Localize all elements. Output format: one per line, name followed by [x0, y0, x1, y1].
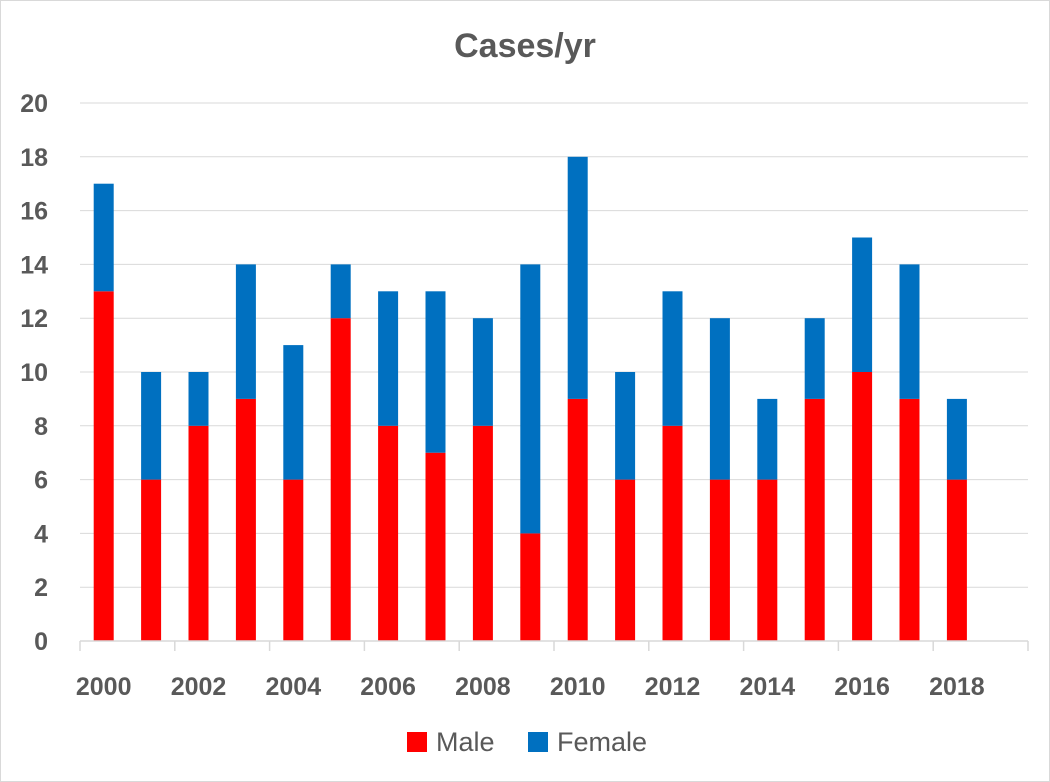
bar-male-2002 — [188, 425, 209, 641]
gridlines — [80, 102, 1028, 588]
y-tick-label: 14 — [20, 251, 48, 279]
bar-female-2005 — [330, 264, 351, 319]
bar-male-2010 — [567, 398, 588, 641]
bar-female-2015 — [804, 318, 825, 399]
bar-female-2018 — [946, 398, 967, 480]
y-tick-label: 16 — [20, 198, 48, 226]
legend-swatch-male — [407, 732, 427, 752]
x-tick-label: 2006 — [360, 673, 416, 701]
bar-female-2004 — [283, 345, 304, 480]
bar-female-2001 — [141, 372, 162, 480]
y-tick-label: 6 — [34, 467, 48, 495]
bar-male-2016 — [852, 372, 873, 641]
bar-male-2006 — [378, 425, 399, 641]
y-tick-label: 0 — [34, 628, 48, 656]
bar-female-2012 — [662, 291, 683, 426]
bar-female-2017 — [899, 264, 920, 399]
bar-female-2000 — [93, 183, 114, 292]
bar-male-2000 — [93, 291, 114, 641]
bar-male-2009 — [520, 533, 541, 641]
y-tick-label: 4 — [34, 520, 48, 548]
bar-male-2003 — [235, 398, 256, 641]
bar-male-2004 — [283, 479, 304, 641]
x-tick-label: 2010 — [550, 673, 606, 701]
bar-female-2013 — [709, 318, 730, 480]
legend-swatch-female — [528, 732, 548, 752]
legend-label-male: Male — [436, 727, 495, 757]
y-tick-label: 20 — [20, 90, 48, 118]
bar-male-2014 — [757, 479, 778, 641]
bar-male-2001 — [141, 479, 162, 641]
bar-male-2012 — [662, 425, 683, 641]
bar-female-2008 — [472, 318, 493, 426]
bar-male-2013 — [709, 479, 730, 641]
x-tick-label: 2008 — [455, 673, 511, 701]
x-tick-label: 2014 — [739, 673, 795, 701]
y-tick-label: 10 — [20, 359, 48, 387]
bar-female-2010 — [567, 156, 588, 399]
legend: Male Female — [407, 727, 647, 757]
bar-female-2003 — [235, 264, 256, 399]
y-tick-label: 2 — [34, 574, 48, 602]
chart-title: Cases/yr — [454, 27, 596, 65]
bar-male-2011 — [615, 479, 636, 641]
x-axis: 2000 2002 2004 2006 2008 2010 2012 2014 2016 2018 — [76, 640, 1029, 701]
bars — [93, 156, 967, 641]
bar-male-2008 — [472, 425, 493, 641]
bar-female-2007 — [425, 291, 446, 453]
y-tick-label: 18 — [20, 144, 48, 172]
x-tick-label: 2002 — [171, 673, 227, 701]
bar-male-2017 — [899, 398, 920, 641]
bar-male-2018 — [946, 479, 967, 641]
bar-female-2016 — [852, 237, 873, 372]
bar-male-2005 — [330, 318, 351, 641]
bar-female-2014 — [757, 398, 778, 480]
y-tick-label: 8 — [34, 413, 48, 441]
y-tick-label: 12 — [20, 305, 48, 333]
x-tick-label: 2000 — [76, 673, 132, 701]
bar-female-2002 — [188, 372, 209, 426]
x-tick-label: 2016 — [834, 673, 890, 701]
bar-female-2009 — [520, 264, 541, 534]
bar-female-2006 — [378, 291, 399, 426]
bar-male-2007 — [425, 452, 446, 641]
x-tick-label: 2004 — [265, 673, 321, 701]
x-tick-label: 2012 — [645, 673, 701, 701]
x-tick-label: 2018 — [929, 673, 985, 701]
bar-female-2011 — [615, 372, 636, 480]
legend-label-female: Female — [557, 727, 647, 757]
bar-male-2015 — [804, 398, 825, 641]
y-axis-ticks: 0 2 4 6 8 10 12 14 16 18 20 — [20, 90, 48, 656]
